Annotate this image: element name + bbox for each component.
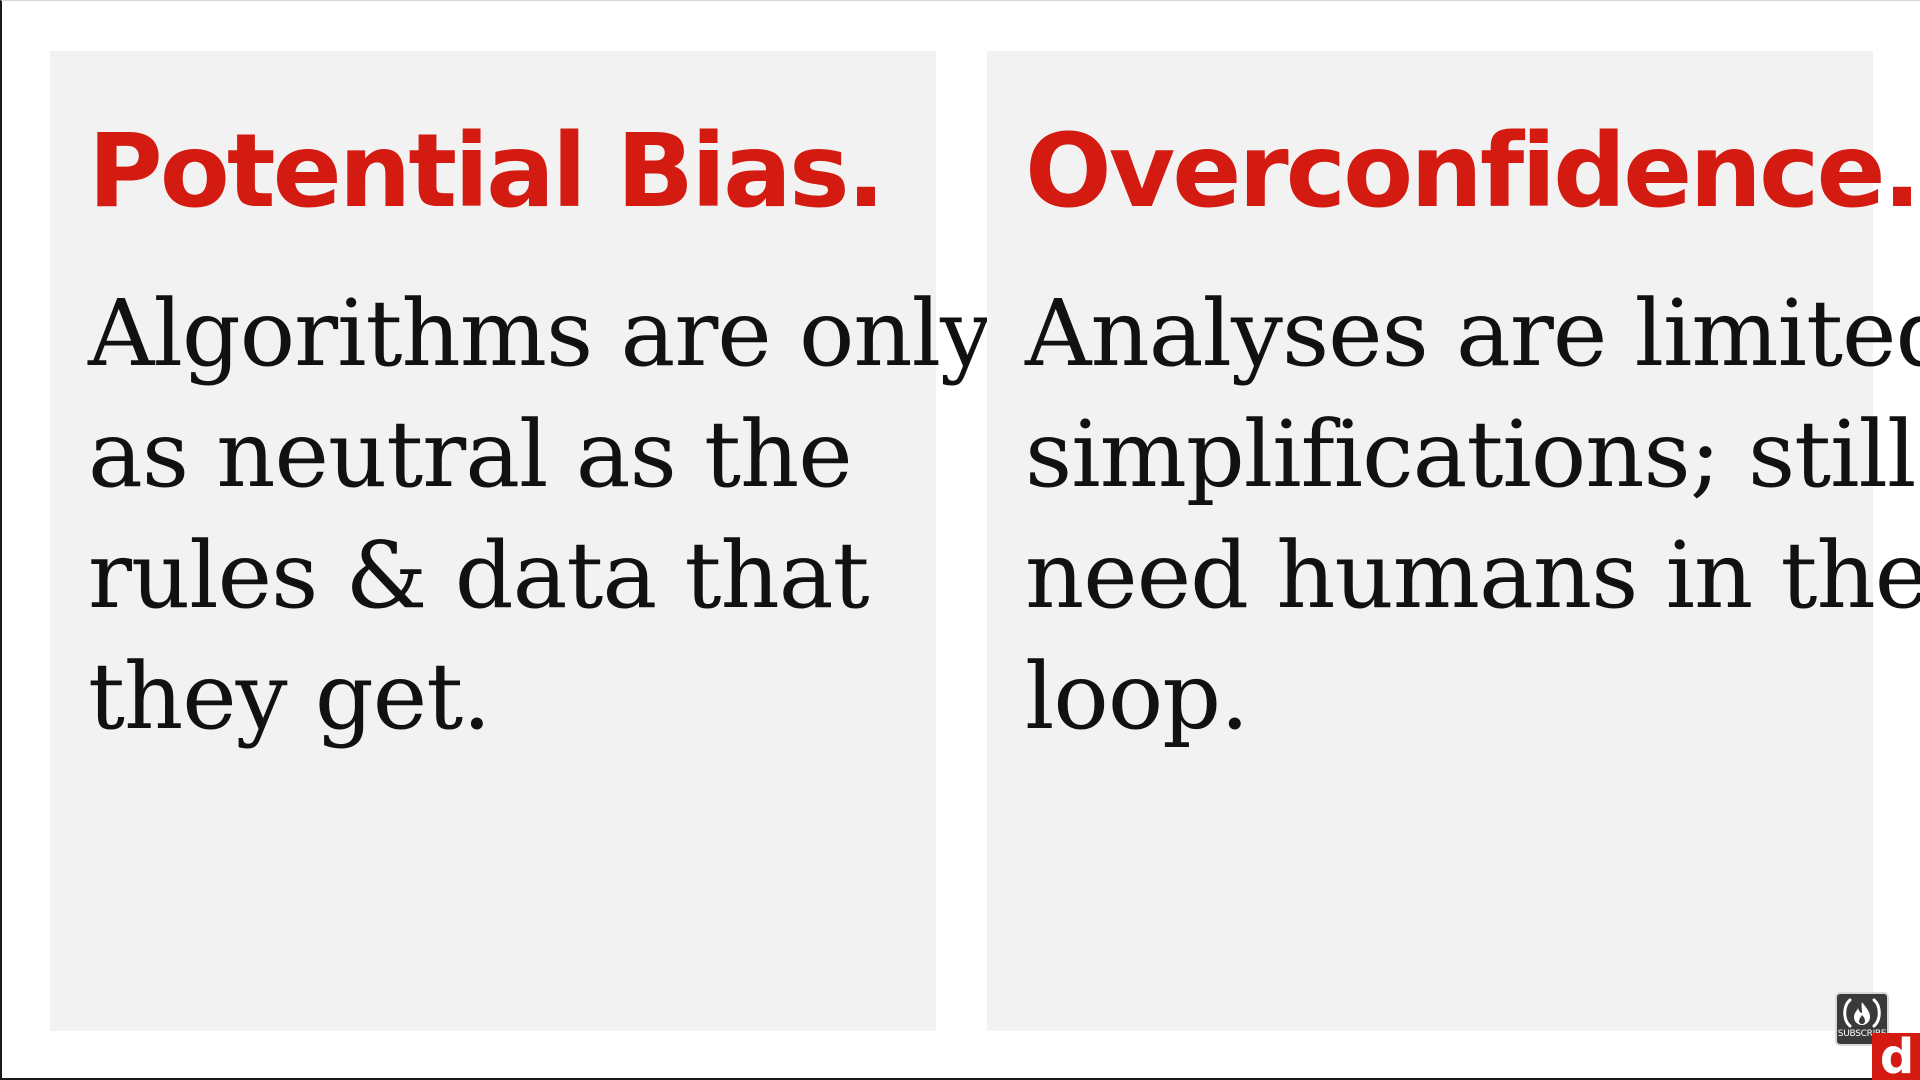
overconfidence-body-line: Analyses are limited	[1025, 280, 1920, 387]
bias-body-line: rules & data that	[88, 522, 870, 629]
channel-logo[interactable]: d	[1872, 1033, 1920, 1080]
overconfidence-body-text: Analyses are limited simplifications; st…	[1025, 273, 1920, 757]
overconfidence-heading: Overconfidence.	[1025, 112, 1920, 231]
bias-panel: Potential Bias. Algorithms are only as n…	[50, 51, 992, 1031]
bias-heading: Potential Bias.	[88, 112, 885, 231]
bias-body-line: they get.	[88, 643, 491, 750]
overconfidence-body-line: simplifications; still	[1025, 401, 1916, 508]
overconfidence-panel: Overconfidence. Analyses are limited sim…	[987, 51, 1920, 1031]
subscribe-label: SUBSCRIBE	[1837, 1029, 1887, 1039]
bias-body-text: Algorithms are only as neutral as the ru…	[88, 273, 992, 757]
overconfidence-body-line: need humans in the	[1025, 522, 1920, 629]
subscribe-button[interactable]: SUBSCRIBE	[1835, 992, 1889, 1046]
flame-in-parentheses-icon	[1843, 998, 1881, 1028]
bias-body-line: as neutral as the	[88, 401, 853, 508]
overconfidence-body-line: loop.	[1025, 643, 1249, 750]
bias-body-line: Algorithms are only	[88, 280, 992, 387]
